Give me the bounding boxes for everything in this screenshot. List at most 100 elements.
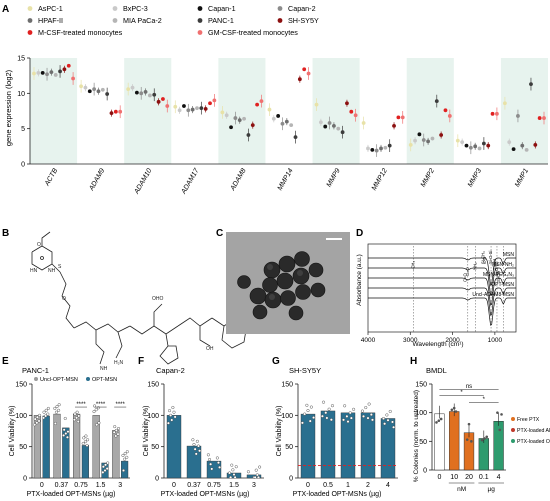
dot-g-0-4 (312, 416, 316, 420)
y-axis-label-a: gene expression (log2) (4, 69, 13, 146)
dot-e-0-1-3 (55, 405, 59, 409)
dot-f-1-5 (196, 444, 200, 448)
dot-e-0-2-0 (76, 420, 80, 424)
series-label-d-1: MSN-NH₂ (492, 262, 514, 268)
dot-e-1-2-3 (86, 438, 90, 442)
dot-f-4-2 (254, 468, 258, 472)
point-a-5-9 (477, 146, 482, 151)
dot-g-3-3 (364, 406, 368, 410)
bar-f-0 (166, 415, 182, 479)
dot-g-0-3 (303, 412, 307, 416)
x-tick-label-chart-f-1: 0.37 (187, 482, 201, 489)
point-a-6-1 (105, 92, 110, 96)
series-label-d-2: MSN-PEG₄N₃ (483, 272, 514, 278)
dot-g-4-6 (390, 420, 394, 424)
dot-e-0-1-5 (53, 421, 57, 425)
bar-e-1-0 (42, 415, 50, 479)
dot-h-4-0 (500, 413, 503, 416)
point-a-0-2 (126, 87, 131, 91)
annotation-d-5: NH₂ (472, 262, 477, 270)
legend-marker-h-1 (511, 428, 515, 432)
bar-e-0-0 (33, 415, 42, 479)
point-a-9-6 (353, 113, 358, 118)
point-a-1-7 (366, 146, 370, 151)
dot-f-0-3 (170, 418, 174, 422)
dot-g-2-6 (342, 418, 346, 422)
dot-g-3-6 (366, 416, 370, 420)
point-a-9-2 (165, 104, 170, 108)
y-tick-label-chart-h-100: 100 (415, 410, 427, 417)
tem-micrograph-image (226, 232, 350, 334)
dot-e-0-1-0 (54, 410, 58, 414)
dot-e-0-0-0 (33, 423, 37, 427)
point-a-2-1 (87, 89, 92, 94)
dot-e-0-1-1 (57, 408, 61, 412)
svg-text:S: S (58, 264, 62, 270)
dot-h-0-2 (439, 417, 443, 421)
dot-g-2-5 (345, 414, 349, 418)
bar-h-3 (478, 438, 489, 471)
panel-letter-f: F (138, 356, 144, 367)
column-shade-0 (30, 58, 78, 164)
x-tick-label-chart-f-4: 3 (252, 482, 256, 489)
dot-e-1-4-3 (123, 452, 127, 456)
bar-e-0-3 (92, 415, 100, 479)
point-a-7-6 (345, 101, 349, 106)
point-a-8-4 (255, 102, 260, 107)
bar-e-0-2 (72, 413, 81, 479)
dot-g-4-4 (385, 413, 389, 417)
dot-e-1-3-5 (106, 461, 110, 465)
bar-g-4 (380, 418, 396, 479)
dot-f-2-0 (215, 456, 219, 460)
y-tick-label-chart-f-0: 0 (155, 476, 159, 483)
dot-e-0-0-4 (35, 415, 39, 419)
dot-e-1-3-2 (105, 467, 109, 471)
legend-marker-8 (27, 30, 33, 35)
point-a-6-4 (246, 133, 251, 137)
legend-label-0: AsPC-1 (38, 4, 63, 13)
x-tick-label-chart-h-2: 20 (465, 474, 473, 481)
svg-text:O: O (62, 296, 66, 302)
annotation-d-4: Si-CH₃ (480, 251, 485, 264)
point-a-8-10 (537, 116, 542, 120)
annotation-d-0: Si-O-Si (488, 250, 493, 264)
dot-e-1-2-2 (83, 440, 87, 444)
point-a-0-0 (32, 71, 36, 76)
spectrum-line-3 (368, 287, 516, 316)
x-tick-label-d-3000: 3000 (403, 337, 418, 344)
dot-e-0-4-5 (113, 425, 117, 429)
spectrum-line-4 (368, 297, 516, 326)
y-tick-label-chart-h-0: 0 (423, 468, 427, 475)
dot-h-3-2 (485, 435, 489, 439)
y-tick-label-chart-h-50: 50 (419, 439, 427, 446)
point-a-1-4 (224, 113, 229, 118)
x-tick-label-chart-g-4: 4 (386, 482, 390, 489)
dot-e-1-0-0 (41, 416, 45, 420)
dot-h-2-2 (465, 438, 469, 441)
dot-e-0-2-1 (72, 418, 76, 422)
dot-h-3-1 (483, 437, 486, 440)
y-tick-label-chart-g-100: 100 (281, 413, 293, 420)
dot-e-1-1-4 (66, 430, 70, 434)
point-a-5-3 (195, 106, 199, 111)
legend-label-5: MIA PaCa-2 (123, 16, 162, 25)
point-a-2-10 (511, 147, 516, 152)
dot-g-0-0 (300, 421, 304, 425)
dot-e-0-4-2 (112, 430, 116, 434)
point-a-9-9 (495, 111, 499, 116)
annotation-d-9: -CH₂ (411, 261, 416, 270)
dot-g-1-6 (329, 418, 333, 422)
sig-label-e-1: **** (96, 402, 106, 408)
point-a-7-3 (203, 106, 208, 111)
dot-e-0-2-5 (75, 410, 79, 414)
dot-e-1-0-4 (44, 408, 48, 412)
dot-h-0-1 (437, 419, 441, 422)
dot-f-1-1 (192, 442, 196, 446)
x-tick-label-a-0: ACTB (43, 167, 59, 188)
dot-g-4-0 (386, 418, 390, 422)
x-tick-label-chart-f-3: 1.5 (229, 482, 239, 489)
dot-g-4-3 (388, 409, 392, 413)
point-a-3-4 (233, 116, 238, 120)
x-axis-label-d: Wavelength (cm¹) (412, 341, 463, 348)
point-a-1-1 (83, 85, 88, 90)
